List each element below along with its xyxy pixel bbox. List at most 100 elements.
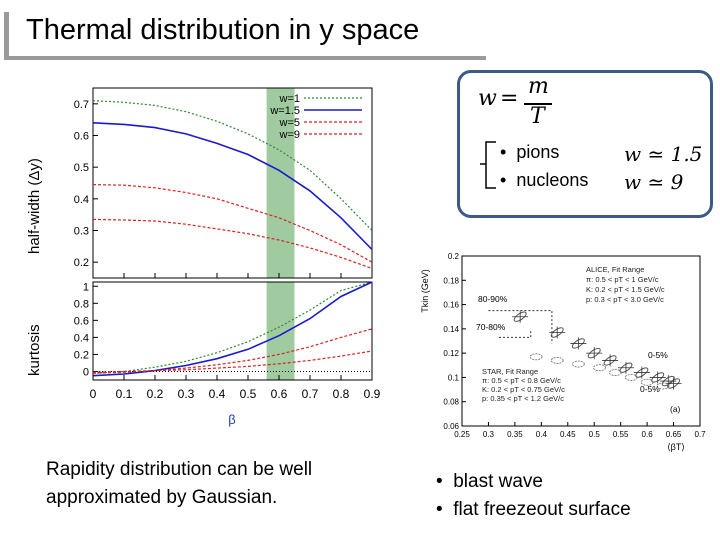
- legend-star-line: STAR, Fit Range: [482, 367, 538, 376]
- plot-frame: [461, 255, 701, 427]
- x-tick-label: 0: [90, 387, 97, 401]
- data-ellipse: [571, 338, 585, 349]
- formula-rel-nucleons: w ≃ 9: [624, 170, 684, 194]
- legend-star-line: K: 0.2 < pT < 0.75 GeV/c: [482, 385, 565, 394]
- star-ellipse: [571, 360, 585, 368]
- formula-T: T: [530, 104, 545, 129]
- x-tick-label: 0.7: [302, 387, 319, 401]
- data-ellipse: [619, 362, 633, 373]
- x-tick-label: 0.2: [147, 387, 164, 401]
- x-tick-label: 0.7: [694, 430, 706, 439]
- legend-alice-line: K: 0.2 < pT < 1.5 GeV/c: [586, 285, 665, 294]
- half-width-chart: 0.2 0.3 0.4 0.5 0.6 0.7 w=1w=1.5w=5w=9: [74, 87, 373, 279]
- formula-equals: =: [500, 86, 519, 111]
- legend-label: w=5: [279, 117, 301, 129]
- y-tick-label: 0.16: [443, 301, 459, 310]
- series-line-w15: [92, 281, 373, 377]
- y-tick-label: 0.7: [74, 99, 89, 111]
- formula-box: [457, 70, 713, 218]
- data-ellipse: [513, 311, 527, 322]
- x-tick-label: 0.5: [240, 387, 257, 401]
- y-tick-label: 0.08: [443, 398, 459, 407]
- y-tick-label: 0.8: [74, 298, 89, 310]
- star-ellipse: [640, 378, 654, 386]
- star-ellipse: [608, 369, 622, 377]
- data-ellipse: [667, 378, 681, 389]
- plot-frame: [92, 87, 373, 279]
- x-tick-label: 0.9: [364, 387, 381, 401]
- y-tick-label: 1: [83, 281, 89, 293]
- data-ellipse: [550, 327, 564, 338]
- annotation-4: (a): [670, 404, 681, 414]
- ref-line: [499, 328, 532, 338]
- x-tick-label: 0.1: [116, 387, 133, 401]
- series-line-w5: [92, 184, 373, 263]
- x-tick-label: 0.4: [209, 387, 226, 401]
- formula-rel-pions: w ≃ 1.5: [624, 142, 703, 166]
- x-tick-label: 0.25: [454, 430, 470, 439]
- star-ellipse: [656, 382, 670, 390]
- x-tick-label: 0.3: [178, 387, 195, 401]
- annotation-1: 70-80%: [476, 322, 506, 332]
- tkin-chart: 0.06 0.08 0.1 0.12 0.14 0.16 0.18 0.2 0.25 0.3 0.3…: [420, 252, 706, 452]
- plot-frame: [92, 281, 373, 381]
- x-tick-label: 0.45: [560, 430, 576, 439]
- formula-w: w: [478, 86, 497, 111]
- x-tick-label: 0.8: [333, 387, 350, 401]
- x-tick-label: 0.6: [642, 430, 654, 439]
- series-line-w9: [92, 350, 373, 373]
- series-line-w15: [92, 122, 373, 251]
- legend-label: w=9: [279, 129, 301, 141]
- kurtosis-chart: 0 0.2 0.4 0.6 0.8 1 0 0.1 0.2 0.3 0.4 0.5 0.6 0.7 0.8 0…: [74, 281, 381, 427]
- title-underline: [4, 56, 486, 60]
- legend: w=1w=1.5w=5w=9: [269, 93, 362, 141]
- data-ellipse: [635, 367, 649, 378]
- formula-m: m: [528, 74, 549, 99]
- y-tick-label: 0.14: [443, 325, 459, 334]
- highlight-band: [266, 88, 295, 278]
- y-tick-label: 0.06: [443, 422, 459, 431]
- data-ellipse: [587, 347, 601, 359]
- annotation-2: 0-5%: [648, 350, 668, 360]
- caption: Rapidity distribution can be well approx…: [46, 459, 313, 508]
- x-axis-label: β: [228, 412, 235, 427]
- annotation-3: 0-5%: [640, 384, 660, 394]
- data-ellipse: [603, 355, 617, 366]
- x-tick-label: 0.4: [536, 430, 548, 439]
- formula-item-pions: • pions: [500, 142, 560, 162]
- legend-alice-line: ALICE, Fit Range: [586, 265, 644, 274]
- y-tick-label: 0.18: [443, 276, 459, 285]
- x-axis-label: ⟨βT⟩: [667, 442, 685, 452]
- star-ellipse: [593, 364, 606, 372]
- y-tick-label: 0: [83, 366, 89, 378]
- y-tick-label: 0.6: [74, 131, 89, 143]
- legend-label: w=1.5: [269, 105, 300, 117]
- y-tick-label: 0.4: [74, 332, 89, 344]
- legend-alice-line: p: 0.3 < pT < 3.0 GeV/c: [586, 295, 664, 304]
- slide-title: Thermal distribution in y space: [26, 14, 420, 46]
- legend-star-line: p: 0.35 < pT < 1.2 GeV/c: [482, 394, 564, 403]
- bracket-icon: [480, 141, 496, 189]
- y-tick-label: 0.1: [448, 373, 460, 382]
- bullet-blast-wave: • blast wave: [436, 471, 543, 492]
- data-ellipse: [651, 372, 665, 383]
- y-tick-label: 0.12: [443, 349, 459, 358]
- x-tick-label: 0.65: [666, 430, 682, 439]
- star-ellipse: [624, 373, 638, 381]
- legend-alice-line: π: 0.5 < pT < 1 GeV/c: [586, 275, 659, 284]
- y-tick-label: 0.2: [448, 252, 460, 261]
- y-tick-label: 0.2: [74, 349, 89, 361]
- y-tick-label: 0.4: [74, 194, 89, 206]
- x-tick-label: 0.35: [507, 430, 523, 439]
- legend-star-line: π: 0.5 < pT < 0.8 GeV/c: [482, 376, 561, 385]
- y-tick-label: 0.2: [74, 257, 89, 269]
- star-ellipse: [529, 353, 543, 361]
- fraction-bar: [524, 103, 552, 105]
- formula-item-nucleons: • nucleons: [500, 170, 589, 190]
- series-line-w1: [92, 100, 373, 231]
- y-tick-label: 0.6: [74, 315, 89, 327]
- legend-label: w=1: [279, 93, 301, 105]
- annotation-0: 80-90%: [478, 294, 508, 304]
